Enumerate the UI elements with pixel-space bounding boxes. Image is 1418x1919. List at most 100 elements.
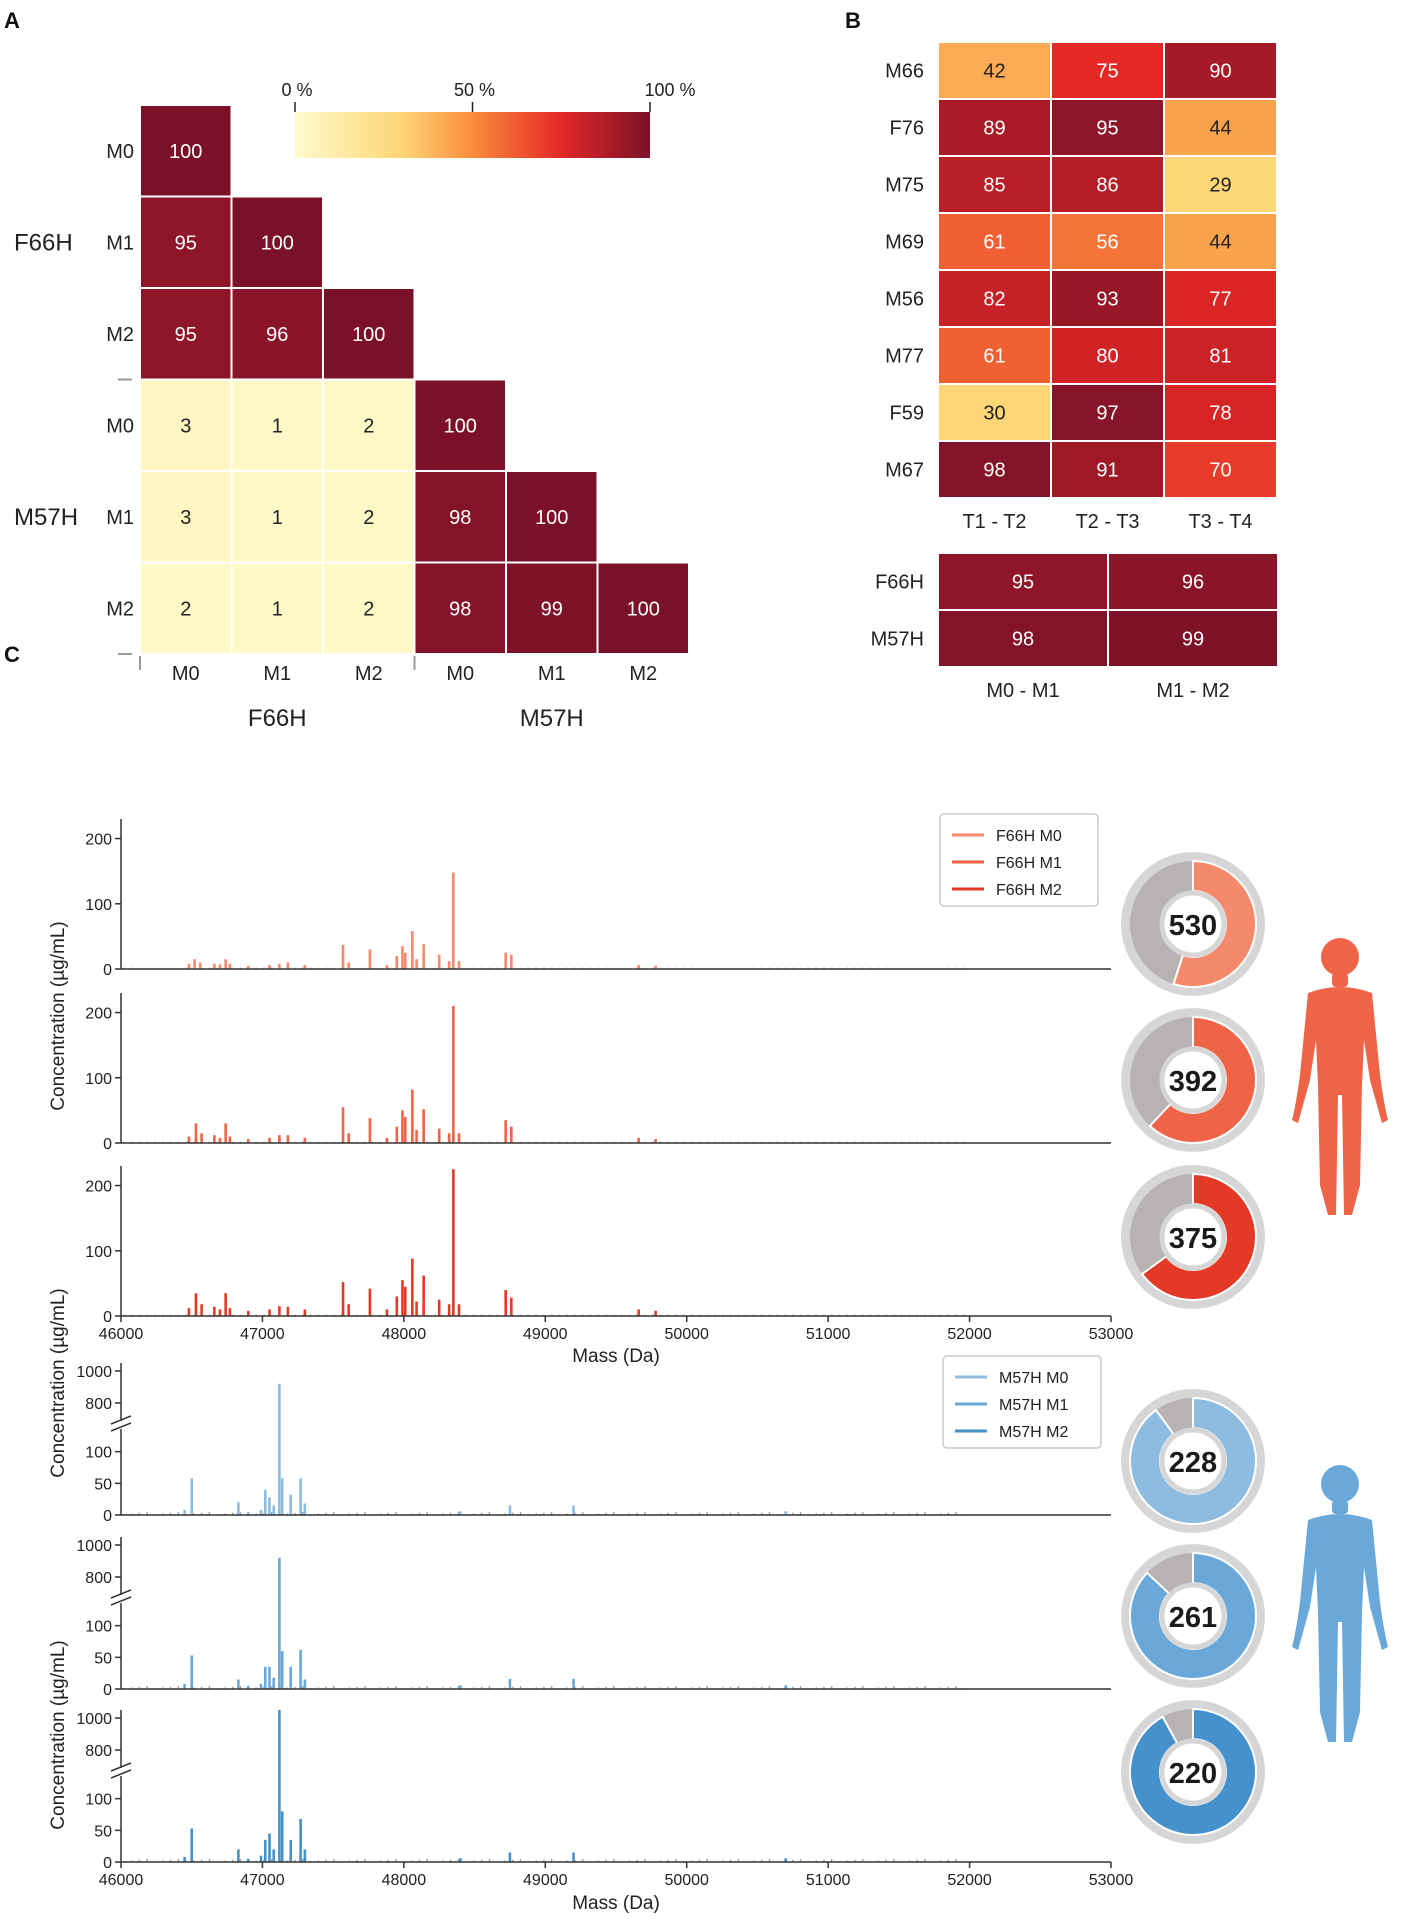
heatmap-cell (1050, 41, 1165, 100)
y-tick-label: 100 (85, 1071, 112, 1088)
donut-total: 375 (1169, 1223, 1217, 1255)
cell-value: 70 (1209, 460, 1231, 482)
row-label: M2 (106, 598, 134, 620)
cell-value: 2 (180, 598, 191, 620)
cell-value: 56 (1096, 232, 1118, 254)
donut-hole (1159, 1046, 1227, 1114)
heatmap-cell (937, 155, 1052, 214)
cell-value: 80 (1096, 346, 1118, 368)
cell-value: 93 (1096, 289, 1118, 311)
x-tick-label: 51000 (806, 1326, 851, 1343)
donut-total: 261 (1169, 1602, 1217, 1634)
legend-label: M57H M2 (999, 1424, 1068, 1441)
x-tick-label: 49000 (523, 1872, 568, 1889)
heatmap-cell (139, 195, 233, 289)
group-label: F66H (14, 229, 73, 256)
y-tick-label: 100 (85, 1244, 112, 1261)
cell-value: 3 (180, 415, 191, 437)
x-tick-label: 51000 (806, 1872, 851, 1889)
y-tick-label: 100 (85, 1792, 112, 1809)
cell-value: 100 (444, 415, 477, 437)
cell-value: 100 (627, 598, 660, 620)
legend-label: F66H M0 (996, 828, 1062, 845)
y-tick-label: 0 (103, 1508, 112, 1525)
row-label: F59 (890, 403, 924, 425)
y-tick-label: 0 (103, 1855, 112, 1872)
group-label: M57H (14, 504, 78, 531)
legend-label: M57H M0 (999, 1370, 1068, 1387)
y-tick-label: 800 (85, 1570, 112, 1587)
cell-value: 100 (169, 141, 202, 163)
group-label: F66H (248, 705, 307, 732)
y-tick-label: 200 (85, 1179, 112, 1196)
row-label: M75 (885, 175, 924, 197)
cell-value: 95 (175, 232, 197, 254)
row-label: F76 (890, 118, 924, 140)
axis-break (110, 1762, 132, 1779)
cell-value: 42 (983, 61, 1005, 83)
col-label: M0 (446, 663, 474, 685)
panel-letter: A (4, 8, 20, 33)
legend-box (942, 1355, 1102, 1449)
female-figure-icon (1292, 938, 1388, 1215)
heatmap-cell (1163, 326, 1278, 385)
heatmap-cell (230, 561, 324, 655)
heatmap-cell (230, 378, 324, 472)
row-label: M0 (106, 141, 134, 163)
x-tick-label: 48000 (382, 1872, 427, 1889)
heatmap-cell (1050, 212, 1165, 271)
y-tick-label: 0 (103, 1682, 112, 1699)
donut-hole (1159, 1427, 1227, 1495)
heatmap-cell (1163, 269, 1278, 328)
heatmap-cell (1163, 212, 1278, 271)
cell-value: 2 (363, 507, 374, 529)
colorbar-tick-label: 0 % (281, 80, 312, 100)
cell-value: 75 (1096, 61, 1118, 83)
cell-value: 85 (983, 175, 1005, 197)
axis-break (110, 1415, 132, 1432)
donut-hole (1159, 1203, 1227, 1271)
heatmap-cell (413, 470, 507, 564)
row-label: M1 (106, 507, 134, 529)
y-axis-label: Concentration (µg/mL) (48, 1288, 69, 1477)
col-label: M1 - M2 (1156, 680, 1229, 702)
panel-letter: B (845, 8, 861, 33)
heatmap-cell (1107, 552, 1279, 611)
heatmap-cell (1163, 383, 1278, 442)
x-tick-label: 48000 (382, 1326, 427, 1343)
cell-value: 98 (1012, 629, 1034, 651)
group-label: M57H (520, 705, 584, 732)
x-tick-label: 47000 (240, 1872, 285, 1889)
x-tick-label: 50000 (664, 1872, 709, 1889)
cell-value: 89 (983, 118, 1005, 140)
row-label: M57H (871, 629, 924, 651)
cell-value: 3 (180, 507, 191, 529)
col-label: M0 - M1 (986, 680, 1059, 702)
row-label: M66 (885, 61, 924, 83)
cell-value: 61 (983, 232, 1005, 254)
y-tick-label: 0 (103, 962, 112, 979)
y-tick-label: 1000 (76, 1711, 112, 1728)
y-axis-label: Concentration (µg/mL) (48, 1640, 69, 1829)
row-label: M0 (106, 415, 134, 437)
y-tick-label: 50 (94, 1476, 112, 1493)
heatmap-cell (1163, 98, 1278, 157)
donut-total: 392 (1169, 1066, 1217, 1098)
cell-value: 100 (535, 507, 568, 529)
cell-value: 78 (1209, 403, 1231, 425)
male-figure-icon (1292, 1465, 1388, 1742)
heatmap-cell (413, 378, 507, 472)
cell-value: 99 (541, 598, 563, 620)
cell-value: 100 (261, 232, 294, 254)
col-label: M1 (538, 663, 566, 685)
cell-value: 95 (1096, 118, 1118, 140)
heatmap-cell (139, 104, 233, 198)
heatmap-cell (1163, 440, 1278, 499)
y-tick-label: 0 (103, 1136, 112, 1153)
heatmap-cell (1107, 609, 1279, 668)
row-label: M56 (885, 289, 924, 311)
heatmap-cell (322, 561, 416, 655)
legend-label: F66H M2 (996, 882, 1062, 899)
donut-hole (1159, 1738, 1227, 1806)
y-tick-label: 0 (103, 1309, 112, 1326)
